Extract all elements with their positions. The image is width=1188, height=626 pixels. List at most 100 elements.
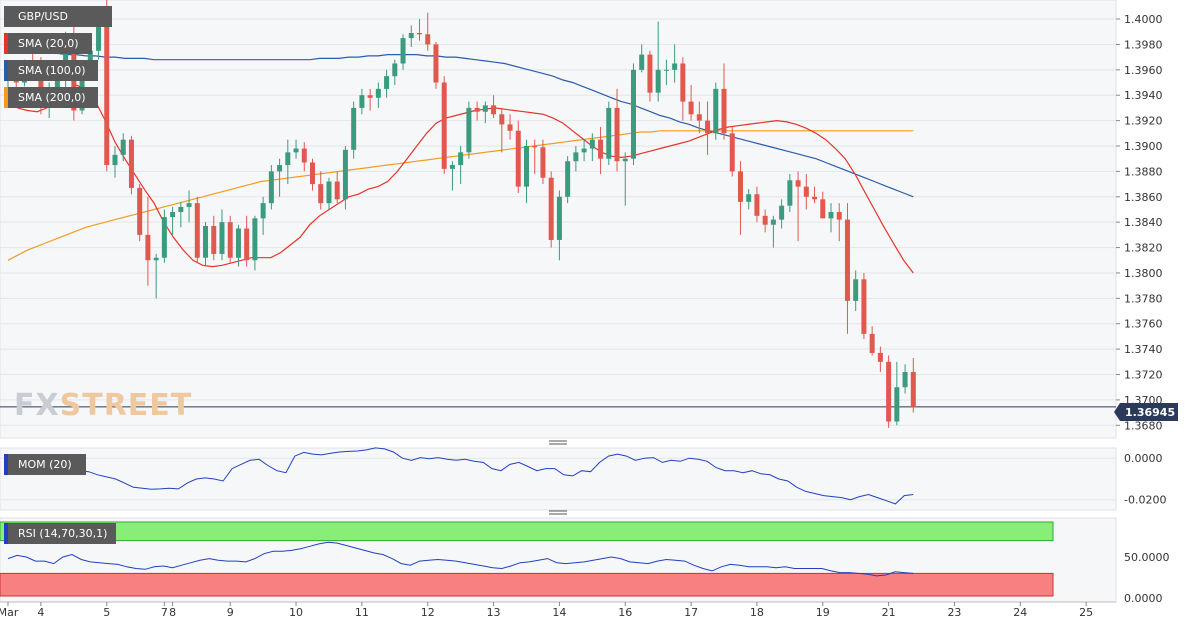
candle-bull <box>235 224 241 267</box>
legend-mom[interactable]: MOM (20) <box>4 454 86 475</box>
candle-bull <box>622 152 628 206</box>
candle-bear <box>532 139 538 174</box>
candle-bear <box>310 158 316 191</box>
candle-bear <box>754 186 760 223</box>
candle-bull <box>606 101 612 166</box>
candle-bull <box>293 139 299 159</box>
candle-body <box>458 152 464 166</box>
candle-bear <box>598 126 604 174</box>
candle-body <box>244 228 250 261</box>
candle-body <box>886 361 892 422</box>
candle-bull <box>252 215 258 271</box>
candle-body <box>910 371 916 408</box>
candle-bull <box>853 270 859 312</box>
sma200-swatch <box>4 87 8 108</box>
candle-body <box>425 34 431 45</box>
candle-body <box>696 114 702 121</box>
candle-body <box>894 387 900 422</box>
candle-bull <box>375 82 381 108</box>
candle-bear <box>515 120 521 193</box>
candle-bear <box>499 107 505 153</box>
candle-body <box>779 205 785 220</box>
legend-sma100[interactable]: SMA (100,0) <box>4 60 98 81</box>
pane-splitter-2[interactable] <box>549 510 567 515</box>
pane-splitter-1[interactable] <box>549 440 567 445</box>
candle-body <box>770 219 776 225</box>
candle-bull <box>392 59 398 86</box>
candle-body <box>491 105 497 115</box>
grid <box>0 18 1116 426</box>
candle-bull <box>178 201 184 228</box>
time-tick-label: 18 <box>750 606 764 619</box>
time-tick-label: 7 <box>161 606 168 619</box>
candle-bull <box>630 63 636 166</box>
candle-bull <box>639 44 645 73</box>
candle-body <box>161 217 167 258</box>
candle-body <box>869 333 875 353</box>
rsi-swatch <box>4 523 8 544</box>
legend-sma200[interactable]: SMA (200,0) <box>4 87 98 108</box>
candle-body <box>598 139 604 159</box>
candle-bear <box>104 0 110 172</box>
candle-body <box>705 120 711 134</box>
candle-bear <box>869 326 875 356</box>
candle-bear <box>705 101 711 155</box>
candle-bull <box>581 139 587 162</box>
legend-sma20[interactable]: SMA (20,0) <box>4 33 92 54</box>
candle-bull <box>219 209 225 261</box>
candle-body <box>194 203 200 258</box>
candle-bear <box>910 358 916 413</box>
legend-rsi[interactable]: RSI (14,70,30,1) <box>4 523 116 544</box>
time-tick-label: 11 <box>355 606 369 619</box>
candle-bear <box>244 215 250 267</box>
candle-bear <box>877 346 883 372</box>
time-tick-label: 19 <box>816 606 830 619</box>
rsi-overbought-band <box>0 521 1054 542</box>
candle-body <box>672 63 678 70</box>
price-tick-label: 1.3920 <box>1124 115 1163 128</box>
candle-bull <box>277 158 283 197</box>
candle-body <box>153 257 159 261</box>
price-tick-label: 1.3740 <box>1124 343 1163 356</box>
sma20-swatch <box>4 33 8 54</box>
candle-bull <box>894 361 900 426</box>
candle-body <box>589 139 595 149</box>
candle-body <box>203 225 209 258</box>
candle-body <box>145 234 151 261</box>
candle-body <box>663 69 669 71</box>
candle-body <box>54 76 60 89</box>
mom-plot-bg <box>0 447 1117 511</box>
candle-body <box>441 82 447 169</box>
candle-bear <box>417 19 422 41</box>
candle-bear <box>647 50 653 102</box>
rsi-tick-label: 50.0000 <box>1124 551 1170 564</box>
candle-body <box>721 88 727 134</box>
watermark-part2: STREET <box>59 388 193 423</box>
symbol-label[interactable]: GBP/USD <box>4 6 112 27</box>
time-tick-label: 13 <box>487 606 501 619</box>
candle-body <box>178 206 184 213</box>
price-tick-label: 1.3760 <box>1124 318 1163 331</box>
candle-bear <box>844 203 850 334</box>
candle-body <box>565 161 571 197</box>
candle-body <box>474 107 480 112</box>
candle-bear <box>729 126 735 177</box>
candle-body <box>63 38 69 77</box>
candle-bull <box>326 177 332 210</box>
candle-bull <box>779 199 785 229</box>
candle-bear <box>795 171 801 242</box>
time-tick-label: 14 <box>552 606 566 619</box>
candle-bull <box>713 82 719 140</box>
candle-bull <box>203 222 209 267</box>
time-tick-label: 10 <box>289 606 303 619</box>
candle-body <box>449 165 455 169</box>
candle-bull <box>161 209 167 263</box>
rsi-line <box>7 541 914 577</box>
time-tick-label: 25 <box>1079 606 1093 619</box>
candle-body <box>614 107 620 162</box>
candle-bull <box>112 146 118 178</box>
candle-body <box>630 69 636 159</box>
candle-body <box>482 105 488 112</box>
mom-panel-plot: 0.0000 -0.0200 <box>0 447 1166 507</box>
